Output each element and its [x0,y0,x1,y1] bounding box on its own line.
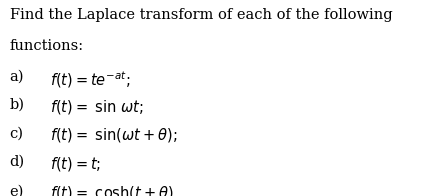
Text: e): e) [10,184,24,196]
Text: functions:: functions: [10,39,84,53]
Text: d): d) [10,155,25,169]
Text: $f(t) = te^{-at}$;: $f(t) = te^{-at}$; [50,70,130,90]
Text: b): b) [10,98,24,112]
Text: c): c) [10,126,24,140]
Text: $f(t) = t$;: $f(t) = t$; [50,155,102,173]
Text: $f(t) = \ \mathrm{sin}(\omega t + \theta)$;: $f(t) = \ \mathrm{sin}(\omega t + \theta… [50,126,177,144]
Text: a): a) [10,70,24,83]
Text: Find the Laplace transform of each of the following: Find the Laplace transform of each of th… [10,8,392,22]
Text: $f(t) = \ \mathrm{cosh}(t + \theta)$.: $f(t) = \ \mathrm{cosh}(t + \theta)$. [50,184,178,196]
Text: $f(t) = \ \mathrm{sin}\ \omega t$;: $f(t) = \ \mathrm{sin}\ \omega t$; [50,98,144,116]
